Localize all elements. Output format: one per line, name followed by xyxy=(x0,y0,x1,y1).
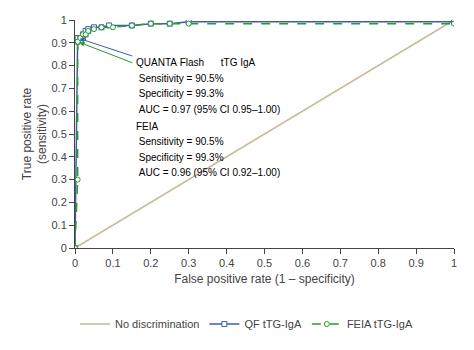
svg-text:0.4: 0.4 xyxy=(52,151,67,163)
svg-text:0.9: 0.9 xyxy=(52,37,67,49)
svg-text:0.5: 0.5 xyxy=(52,128,67,140)
svg-text:FEIA: FEIA xyxy=(136,121,159,132)
svg-text:FEIA tTG-IgA: FEIA tTG-IgA xyxy=(347,318,413,330)
svg-text:AUC = 0.96 (95% CI 0.92–1.00): AUC = 0.96 (95% CI 0.92–1.00) xyxy=(136,167,280,178)
svg-text:0.3: 0.3 xyxy=(52,173,67,185)
svg-text:No discrimination: No discrimination xyxy=(115,318,199,330)
svg-text:0: 0 xyxy=(61,242,67,254)
svg-text:0.6: 0.6 xyxy=(295,257,310,269)
svg-text:False positive rate (1 – speci: False positive rate (1 – specificity) xyxy=(174,272,355,286)
svg-text:0.2: 0.2 xyxy=(52,196,67,208)
svg-text:0.3: 0.3 xyxy=(181,257,196,269)
svg-text:Sensitivity = 90.5%: Sensitivity = 90.5% xyxy=(136,73,224,84)
svg-text:0.6: 0.6 xyxy=(52,105,67,117)
svg-text:Specificity = 99.3%: Specificity = 99.3% xyxy=(136,88,224,99)
svg-text:1: 1 xyxy=(61,14,67,26)
svg-text:0.2: 0.2 xyxy=(143,257,158,269)
svg-text:0.5: 0.5 xyxy=(257,257,272,269)
svg-text:QF tTG-IgA: QF tTG-IgA xyxy=(244,318,302,330)
svg-text:0.8: 0.8 xyxy=(52,59,67,71)
svg-text:True positive rate(sensitivity: True positive rate(sensitivity) xyxy=(20,88,50,181)
svg-text:AUC = 0.97 (95% CI 0.95–1.00): AUC = 0.97 (95% CI 0.95–1.00) xyxy=(136,104,280,115)
svg-text:0.4: 0.4 xyxy=(219,257,234,269)
svg-text:0.7: 0.7 xyxy=(333,257,348,269)
svg-text:0: 0 xyxy=(72,257,78,269)
svg-text:0.9: 0.9 xyxy=(408,257,423,269)
svg-text:1: 1 xyxy=(451,257,457,269)
svg-text:0.1: 0.1 xyxy=(105,257,120,269)
svg-text:QUANTA Flash tTG IgA: QUANTA Flash tTG IgA xyxy=(136,57,256,68)
svg-text:Sensitivity = 90.5%: Sensitivity = 90.5% xyxy=(136,136,224,147)
svg-text:0.1: 0.1 xyxy=(52,219,67,231)
svg-text:Specificity = 99.3%: Specificity = 99.3% xyxy=(136,152,224,163)
svg-text:0.8: 0.8 xyxy=(371,257,386,269)
svg-text:0.7: 0.7 xyxy=(52,82,67,94)
